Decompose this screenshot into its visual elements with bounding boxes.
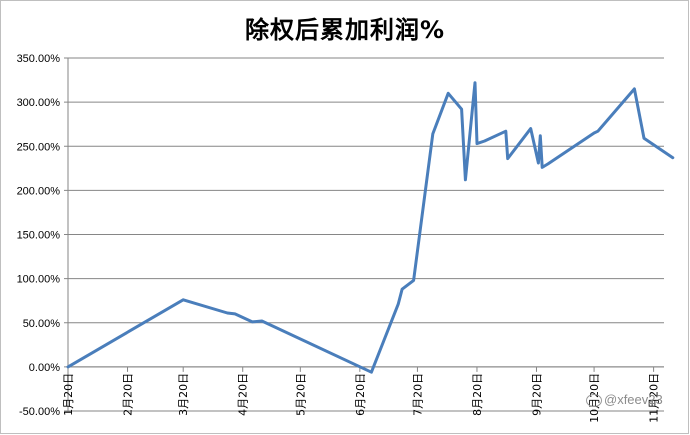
x-tick-label: 4月20日 — [237, 373, 250, 416]
x-tick-label: 1月20日 — [62, 373, 75, 416]
y-tick-label: 200.00% — [17, 185, 61, 197]
watermark: @xfeev23 — [586, 392, 663, 408]
x-axis-ticks: 1月20日 2月20日 3月20日 4月20日 5月20日 6月20日 7月20日 8月20日… — [62, 373, 661, 423]
y-tick-label: 250.00% — [17, 141, 61, 153]
y-tick-label: 50.00% — [23, 318, 61, 330]
y-tick-label: 100.00% — [17, 274, 61, 286]
chart-title: 除权后累加利润% — [244, 16, 446, 44]
x-tick-label: 9月20日 — [530, 373, 543, 416]
x-tick-label: 3月20日 — [177, 373, 190, 416]
x-tick-label: 6月20日 — [354, 373, 367, 416]
y-tick-label: 300.00% — [17, 97, 61, 109]
y-tick-label: 150.00% — [17, 230, 61, 242]
x-tick-label: 8月20日 — [471, 373, 484, 416]
series-line — [66, 81, 675, 374]
y-axis-ticks: -50.00% 0.00% 50.00% 100.00% 150.00% 200.00% 2… — [17, 53, 61, 418]
watermark-text: @xfeev23 — [604, 392, 663, 407]
gridlines — [68, 57, 664, 412]
x-tick-label: 7月20日 — [411, 373, 424, 416]
axes — [64, 57, 664, 412]
y-tick-label: 0.00% — [29, 362, 60, 374]
x-tick-label: 2月20日 — [122, 373, 135, 416]
y-tick-label: -50.00% — [19, 406, 60, 418]
weibo-eye-icon — [586, 394, 602, 408]
x-tick-label: 5月20日 — [294, 373, 307, 416]
y-tick-label: 350.00% — [17, 53, 61, 65]
x-tick-label: 11月20日 — [648, 373, 661, 423]
series-layer — [66, 81, 675, 374]
